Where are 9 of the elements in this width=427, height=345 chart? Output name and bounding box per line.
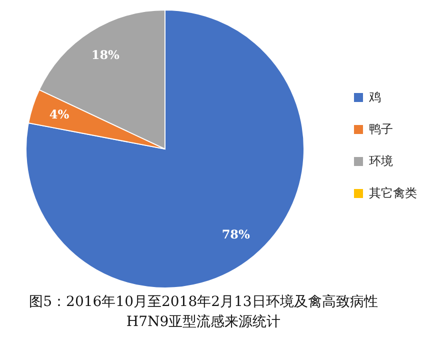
legend-label: 环境 [369, 153, 393, 170]
legend-label: 鸭子 [369, 121, 393, 138]
pie-slice [26, 10, 304, 288]
data-label: 78% [222, 228, 251, 242]
legend-label: 鸡 [369, 89, 381, 106]
data-label: 4% [49, 108, 70, 122]
data-label: 18% [91, 48, 120, 62]
legend-label: 其它禽类 [369, 185, 417, 202]
caption: 图5：2016年10月至2018年2月13日环境及禽高致病性H7N9亚型流感来源统计 [28, 293, 379, 332]
